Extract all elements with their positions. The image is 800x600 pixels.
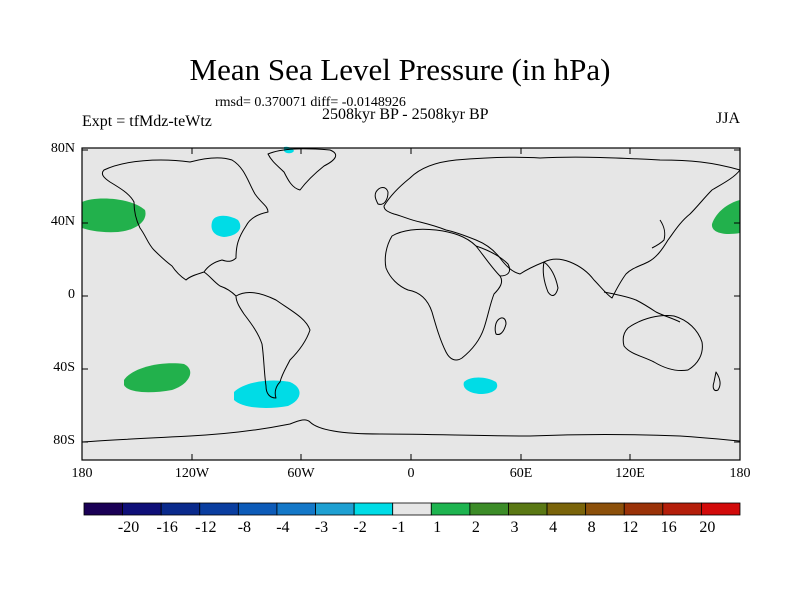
coast-new-zealand bbox=[712, 371, 721, 391]
colorbar-label: -16 bbox=[156, 519, 178, 536]
colorbar-box bbox=[276, 502, 316, 516]
experiment-label: Expt = tfMdz-teWtz bbox=[82, 113, 212, 130]
colorbar-box bbox=[392, 502, 432, 516]
coast-japan bbox=[651, 219, 666, 249]
stats-label: rmsd= 0.370071 diff= -0.0148926 bbox=[215, 95, 406, 110]
colorbar-label: 1 bbox=[433, 519, 442, 536]
lat-label: 40N bbox=[50, 214, 75, 229]
anomaly-patch-positive bbox=[711, 200, 740, 234]
lon-label: 120E bbox=[615, 466, 645, 481]
colorbar-label: 3 bbox=[510, 519, 519, 536]
colorbar-label: -2 bbox=[353, 519, 367, 536]
colorbar-box bbox=[585, 502, 625, 516]
axis-ticks bbox=[81, 148, 741, 460]
anomaly-patch-positive bbox=[82, 198, 146, 233]
colorbar-label: 20 bbox=[699, 519, 716, 536]
lat-label: 80S bbox=[53, 433, 75, 448]
coast-india bbox=[542, 261, 559, 296]
coast-greenland bbox=[267, 148, 337, 191]
map-background bbox=[82, 148, 740, 460]
colorbar-label: 16 bbox=[660, 519, 677, 536]
colorbar-box bbox=[315, 502, 355, 516]
coast-antarctica bbox=[81, 419, 741, 443]
lon-label: 60W bbox=[287, 466, 315, 481]
lon-label: 0 bbox=[407, 466, 415, 481]
colorbar-box bbox=[122, 502, 162, 516]
colorbar-label: -8 bbox=[237, 519, 252, 536]
colorbar-box bbox=[469, 502, 509, 516]
colorbar-label: 2 bbox=[471, 519, 480, 536]
colorbar-label: -4 bbox=[276, 519, 290, 536]
colorbar-box bbox=[623, 502, 664, 516]
colorbar-box bbox=[508, 502, 548, 516]
lon-label: 120W bbox=[174, 466, 210, 481]
colorbar-box bbox=[662, 502, 702, 516]
coast-north-america bbox=[101, 157, 269, 281]
colorbar-box bbox=[430, 502, 471, 516]
lat-label: 80N bbox=[50, 141, 75, 156]
coast-se-asia bbox=[603, 291, 681, 323]
colorbar-label: 8 bbox=[587, 519, 596, 536]
anomaly-patch-positive bbox=[124, 363, 191, 393]
lat-label: 0 bbox=[68, 287, 75, 302]
coast-central-america bbox=[203, 271, 237, 297]
lon-label: 180 bbox=[71, 466, 93, 481]
coast-arabia bbox=[475, 245, 511, 277]
colorbar bbox=[83, 502, 741, 516]
season-label: JJA bbox=[716, 110, 741, 127]
colorbar-label: -20 bbox=[117, 519, 140, 536]
anomaly-patch-negative bbox=[463, 377, 498, 394]
colorbar-label: -3 bbox=[314, 519, 329, 536]
anomaly-patch-negative bbox=[234, 380, 300, 408]
lon-label: 180 bbox=[729, 466, 751, 481]
colorbar-box bbox=[237, 502, 278, 516]
lat-label: 40S bbox=[53, 360, 75, 375]
colorbar-box bbox=[353, 502, 394, 516]
lon-label: 60E bbox=[509, 466, 533, 481]
anomaly-patches bbox=[82, 146, 740, 408]
colorbar-box bbox=[160, 502, 201, 516]
coast-australia bbox=[622, 315, 703, 371]
colorbar-box bbox=[701, 502, 741, 516]
colorbar-box bbox=[199, 502, 239, 516]
colorbar-label: 4 bbox=[549, 519, 558, 536]
colorbar-label: -12 bbox=[195, 519, 217, 536]
coastlines bbox=[81, 148, 741, 443]
coast-britain bbox=[374, 187, 389, 205]
colorbar-box bbox=[83, 502, 123, 516]
coast-africa bbox=[384, 228, 503, 361]
anomaly-patch-negative bbox=[211, 215, 241, 237]
coast-south-america bbox=[235, 292, 311, 399]
colorbar-label: -1 bbox=[392, 519, 406, 536]
coast-madagascar bbox=[494, 317, 507, 335]
colorbar-box bbox=[546, 502, 587, 516]
colorbar-label: 12 bbox=[622, 519, 639, 536]
map-title: Mean Sea Level Pressure (in hPa) bbox=[189, 52, 611, 87]
coast-eurasia bbox=[383, 156, 741, 299]
period-label: 2508kyr BP - 2508kyr BP bbox=[322, 106, 489, 123]
